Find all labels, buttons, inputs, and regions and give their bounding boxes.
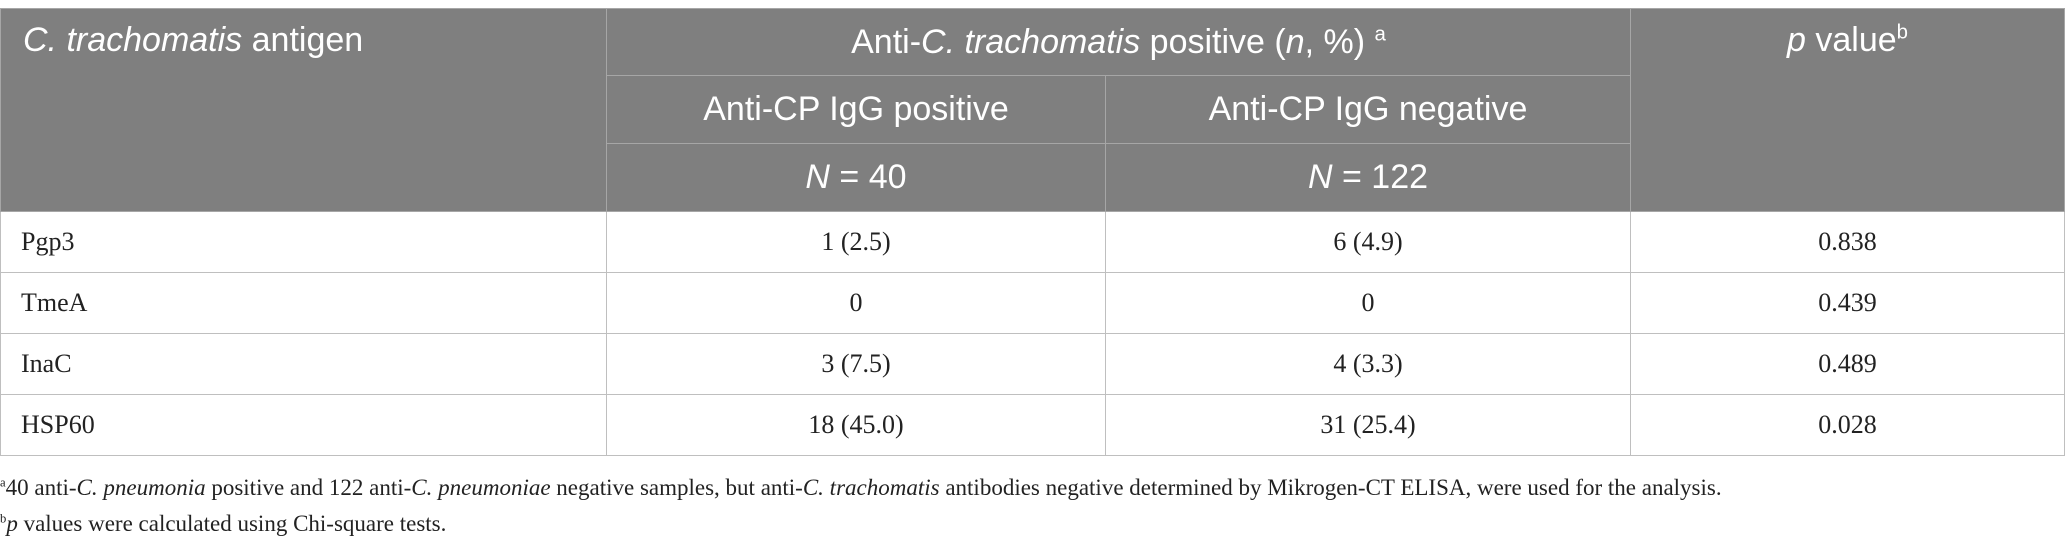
table-row: InaC 3 (7.5) 4 (3.3) 0.489 xyxy=(0,333,2065,395)
cell-negative: 4 (3.3) xyxy=(1105,333,1631,395)
cell-negative: 0 xyxy=(1105,272,1631,334)
header-cp-igg-positive: Anti-CP IgG positive xyxy=(606,75,1106,144)
cell-positive: 1 (2.5) xyxy=(606,211,1106,273)
header-positive-group: Anti-C. trachomatis positive (n, %) a xyxy=(606,8,1631,76)
cell-positive: 3 (7.5) xyxy=(606,333,1106,395)
footnote-a: a40 anti-C. pneumonia positive and 122 a… xyxy=(0,475,1722,500)
cell-antigen: HSP60 xyxy=(0,394,607,456)
table-header: C. trachomatis antigen Anti-C. trachomat… xyxy=(0,8,2065,212)
cell-positive: 18 (45.0) xyxy=(606,394,1106,456)
footnote-b: bp values were calculated using Chi-squa… xyxy=(0,511,447,536)
table-body: Pgp3 1 (2.5) 6 (4.9) 0.838 TmeA 0 0 0.43… xyxy=(0,211,2065,456)
cell-positive: 0 xyxy=(606,272,1106,334)
table-row: HSP60 18 (45.0) 31 (25.4) 0.028 xyxy=(0,394,2065,456)
cell-p-value: 0.439 xyxy=(1630,272,2065,334)
results-table: C. trachomatis antigen Anti-C. trachomat… xyxy=(0,8,2065,456)
table-footnotes: a40 anti-C. pneumonia positive and 122 a… xyxy=(0,470,2067,542)
cell-negative: 6 (4.9) xyxy=(1105,211,1631,273)
cell-p-value: 0.028 xyxy=(1630,394,2065,456)
cell-negative: 31 (25.4) xyxy=(1105,394,1631,456)
table-row: TmeA 0 0 0.439 xyxy=(0,272,2065,334)
header-p-value: p valueb xyxy=(1630,8,2065,212)
header-antigen: C. trachomatis antigen xyxy=(0,8,607,212)
header-cp-igg-negative: Anti-CP IgG negative xyxy=(1105,75,1631,144)
cell-antigen: InaC xyxy=(0,333,607,395)
header-n-positive: N = 40 xyxy=(606,143,1106,212)
cell-antigen: Pgp3 xyxy=(0,211,607,273)
header-n-negative: N = 122 xyxy=(1105,143,1631,212)
table-row: Pgp3 1 (2.5) 6 (4.9) 0.838 xyxy=(0,211,2065,273)
cell-antigen: TmeA xyxy=(0,272,607,334)
cell-p-value: 0.489 xyxy=(1630,333,2065,395)
cell-p-value: 0.838 xyxy=(1630,211,2065,273)
